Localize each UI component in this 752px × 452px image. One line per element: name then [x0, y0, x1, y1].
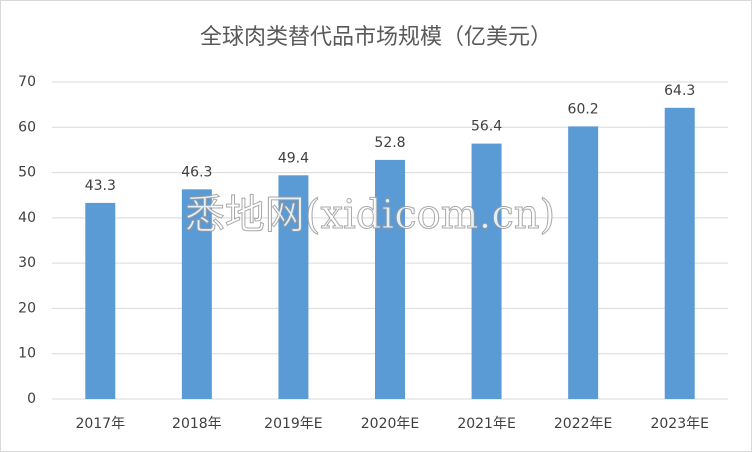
bar: [181, 189, 212, 399]
y-tick-label: 20: [18, 300, 36, 316]
data-label: 64.3: [664, 83, 695, 99]
bar: [375, 159, 405, 399]
data-label: 56.4: [471, 119, 502, 135]
x-tick-label: 2018年: [172, 416, 222, 432]
y-tick-label: 70: [18, 74, 36, 90]
data-label: 52.8: [374, 135, 405, 151]
watermark: 悉地网(xidicom.cn): [185, 192, 555, 238]
x-tick-label: 2019年E: [264, 416, 322, 432]
data-label: 49.4: [278, 150, 309, 166]
y-tick-label: 50: [18, 165, 36, 181]
x-tick-label: 2017年: [75, 416, 125, 432]
data-label: 43.3: [85, 178, 116, 194]
bar: [664, 107, 695, 399]
x-tick-label: 2023年E: [650, 416, 708, 432]
data-label: 46.3: [181, 164, 212, 180]
y-tick-label: 30: [18, 255, 36, 271]
bar: [278, 175, 309, 399]
chart-title: 全球肉类替代品市场规模（亿美元）: [200, 25, 552, 50]
x-tick-label: 2021年E: [457, 416, 515, 432]
x-tick-label: 2020年E: [361, 416, 419, 432]
bar: [471, 143, 502, 399]
y-tick-label: 60: [18, 119, 36, 135]
y-tick-label: 40: [18, 210, 36, 226]
x-tick-label: 2022年E: [554, 416, 612, 432]
data-label: 60.2: [568, 101, 599, 117]
y-tick-label: 0: [27, 391, 36, 407]
bar: [85, 202, 116, 399]
y-tick-label: 10: [18, 346, 36, 362]
bar: [568, 126, 599, 399]
